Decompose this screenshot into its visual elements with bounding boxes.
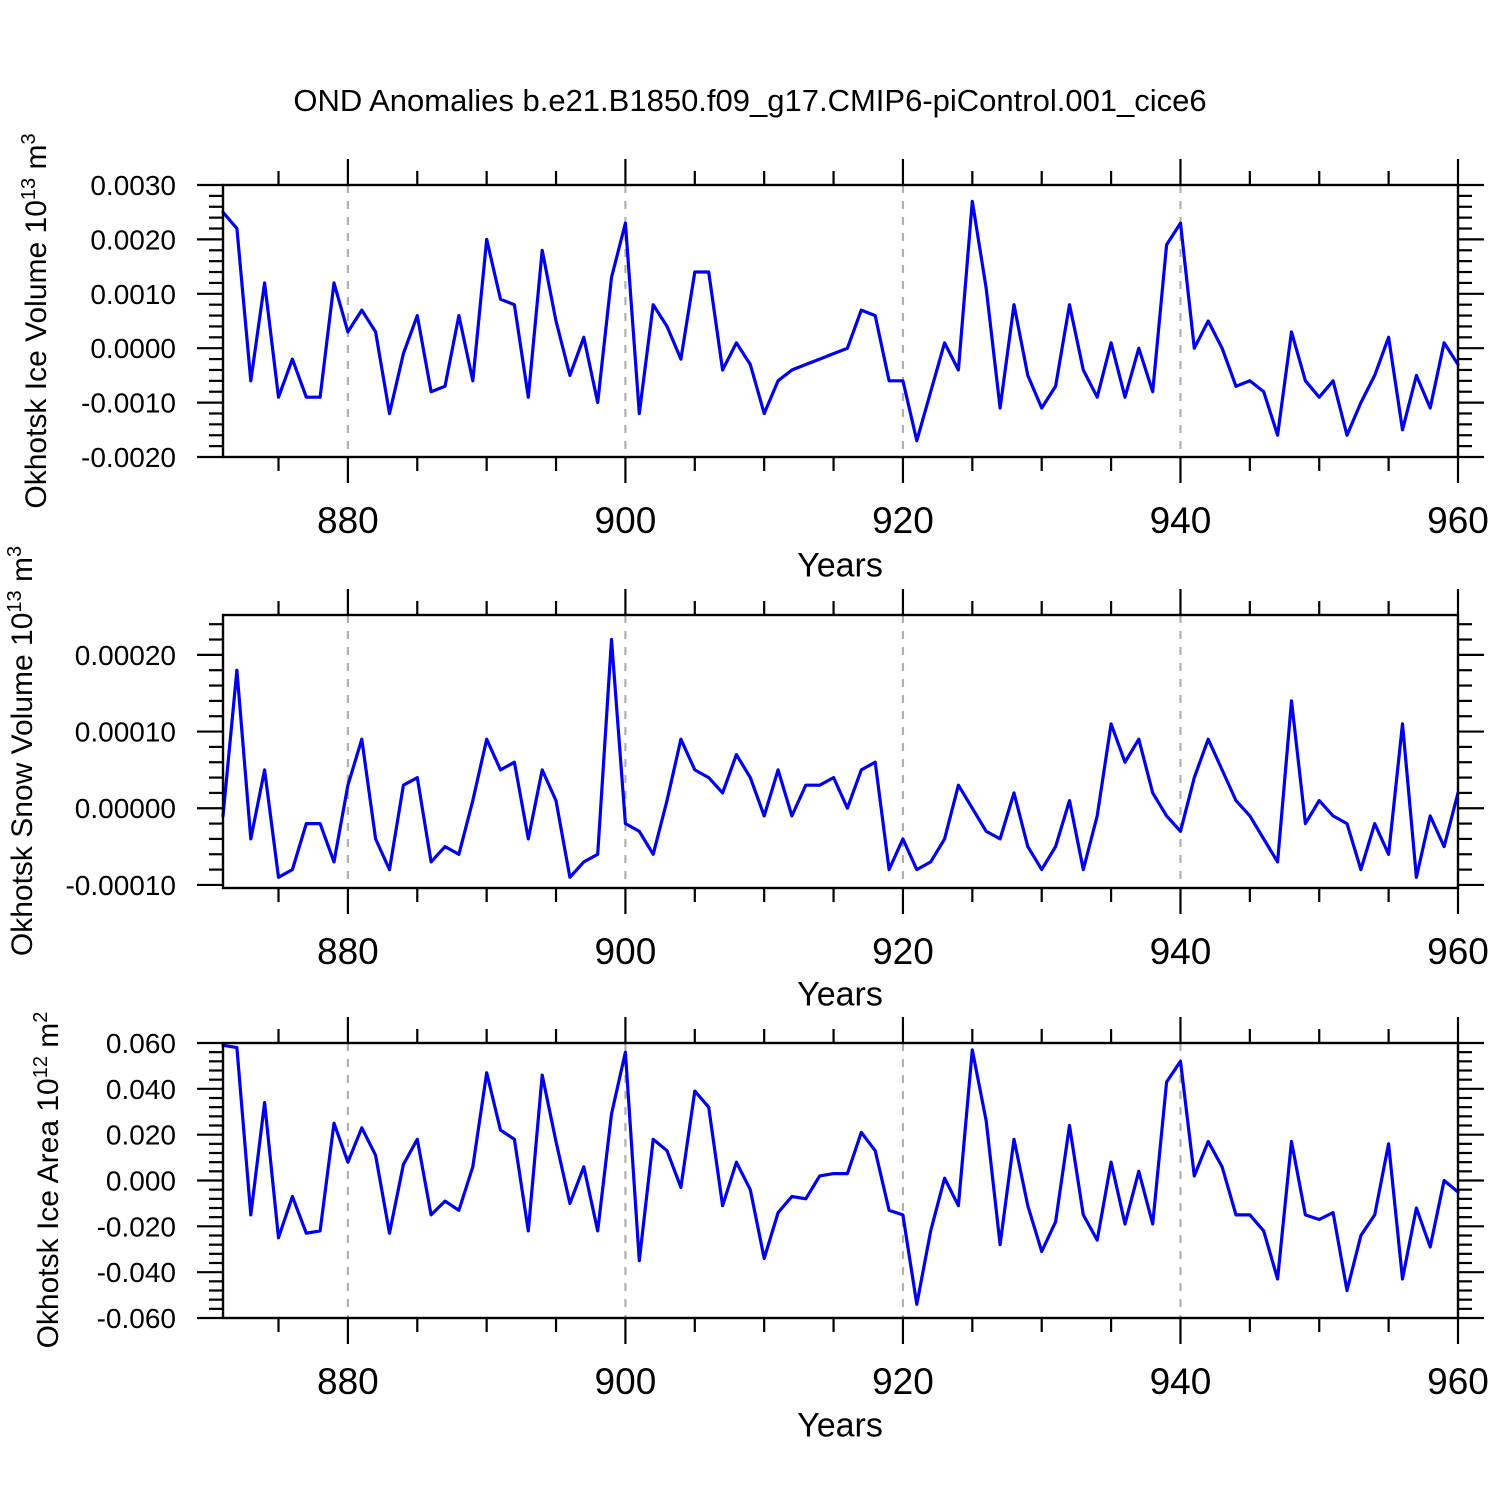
data-line bbox=[221, 199, 1460, 443]
x-tick-label: 920 bbox=[872, 500, 934, 541]
tick-marks bbox=[197, 1017, 1484, 1344]
y-axis-title-unit: m bbox=[20, 144, 53, 178]
x-axis-title-panel-1: Years bbox=[797, 546, 883, 585]
plot-frame bbox=[221, 1041, 1460, 1320]
x-tick-label: 920 bbox=[872, 931, 934, 972]
plot-frame bbox=[221, 183, 1460, 459]
page-title: OND Anomalies b.e21.B1850.f09_g17.CMIP6-… bbox=[293, 83, 1207, 118]
y-tick-label: -0.00010 bbox=[65, 870, 176, 901]
panel-okhotsk-ice-volume: 880 900 920 940 960 0.0030 0.0020 0.0010 0.0000 -… bbox=[81, 159, 1489, 541]
data-line bbox=[221, 637, 1460, 879]
x-tick-label: 900 bbox=[595, 1361, 657, 1402]
x-tick-labels: 880 900 920 940 960 bbox=[317, 500, 1489, 541]
x-tick-label: 960 bbox=[1427, 500, 1489, 541]
x-tick-label: 940 bbox=[1150, 931, 1212, 972]
x-tick-label: 920 bbox=[872, 1361, 934, 1402]
tick-marks bbox=[197, 159, 1484, 483]
y-tick-label: 0.0020 bbox=[90, 224, 176, 255]
y-axis-title-unit-exponent: 3 bbox=[18, 133, 40, 145]
y-axis-title-exponent: 13 bbox=[4, 590, 26, 613]
y-axis-title-text: Okhotsk Ice Area 10 bbox=[32, 1078, 65, 1349]
x-tick-label: 960 bbox=[1427, 931, 1489, 972]
y-axis-title-text: Okhotsk Ice Volume 10 bbox=[20, 200, 53, 509]
y-axis-title-exponent: 12 bbox=[30, 1056, 52, 1079]
x-tick-label: 940 bbox=[1150, 1361, 1212, 1402]
y-tick-label: 0.00000 bbox=[75, 793, 176, 824]
panel-okhotsk-ice-area: 880 900 920 940 960 0.060 0.040 0.020 0.000 -0.02… bbox=[97, 1017, 1489, 1402]
y-tick-label: -0.0020 bbox=[81, 442, 176, 473]
y-axis-title-unit: m bbox=[6, 557, 39, 591]
x-axis-title-panel-3: Years bbox=[797, 1406, 883, 1445]
x-tick-labels: 880 900 920 940 960 bbox=[317, 931, 1489, 972]
y-tick-label: -0.020 bbox=[97, 1211, 176, 1242]
y-tick-label: 0.00020 bbox=[75, 640, 176, 671]
x-tick-labels: 880 900 920 940 960 bbox=[317, 1361, 1489, 1402]
data-line bbox=[221, 1043, 1460, 1306]
y-axis-title-unit-exponent: 2 bbox=[30, 1011, 52, 1023]
y-axis-title-snow-volume: Okhotsk Snow Volume 1013 m3 bbox=[4, 546, 40, 956]
y-tick-label: 0.000 bbox=[106, 1166, 176, 1197]
y-tick-label: 0.0000 bbox=[90, 333, 176, 364]
x-tick-label: 940 bbox=[1150, 500, 1212, 541]
y-tick-labels: 0.0030 0.0020 0.0010 0.0000 -0.0010 -0.0020 bbox=[81, 170, 176, 473]
y-axis-title-ice-volume: Okhotsk Ice Volume 1013 m3 bbox=[18, 133, 54, 508]
y-tick-label: 0.040 bbox=[106, 1074, 176, 1105]
x-tick-label: 880 bbox=[317, 500, 379, 541]
y-axis-title-unit-exponent: 3 bbox=[4, 545, 26, 558]
panel-okhotsk-snow-volume: 880 900 920 940 960 0.00020 0.00010 0.00000 -0.0… bbox=[65, 589, 1489, 972]
y-axis-title-exponent: 13 bbox=[18, 177, 40, 201]
y-tick-labels: 0.00020 0.00010 0.00000 -0.00010 bbox=[65, 640, 176, 901]
x-tick-label: 880 bbox=[317, 1361, 379, 1402]
y-tick-label: -0.040 bbox=[97, 1257, 176, 1288]
y-axis-title-text: Okhotsk Snow Volume 10 bbox=[6, 612, 39, 957]
y-tick-label: 0.020 bbox=[106, 1120, 176, 1151]
y-tick-label: 0.060 bbox=[106, 1028, 176, 1059]
x-tick-label: 900 bbox=[595, 931, 657, 972]
x-tick-label: 900 bbox=[595, 500, 657, 541]
y-tick-labels: 0.060 0.040 0.020 0.000 -0.020 -0.040 -0.060 bbox=[97, 1028, 176, 1334]
x-tick-label: 960 bbox=[1427, 1361, 1489, 1402]
tick-marks bbox=[197, 589, 1484, 914]
y-tick-label: -0.0010 bbox=[81, 388, 176, 419]
x-axis-title-panel-2: Years bbox=[797, 975, 883, 1014]
y-tick-label: -0.060 bbox=[97, 1303, 176, 1334]
y-tick-label: 0.00010 bbox=[75, 717, 176, 748]
y-axis-title-unit: m bbox=[32, 1022, 65, 1057]
y-axis-title-ice-area: Okhotsk Ice Area 1012 m2 bbox=[30, 1012, 66, 1349]
y-tick-label: 0.0030 bbox=[90, 170, 176, 201]
plot-frame bbox=[221, 613, 1460, 890]
x-tick-label: 880 bbox=[317, 931, 379, 972]
y-tick-label: 0.0010 bbox=[90, 279, 176, 310]
